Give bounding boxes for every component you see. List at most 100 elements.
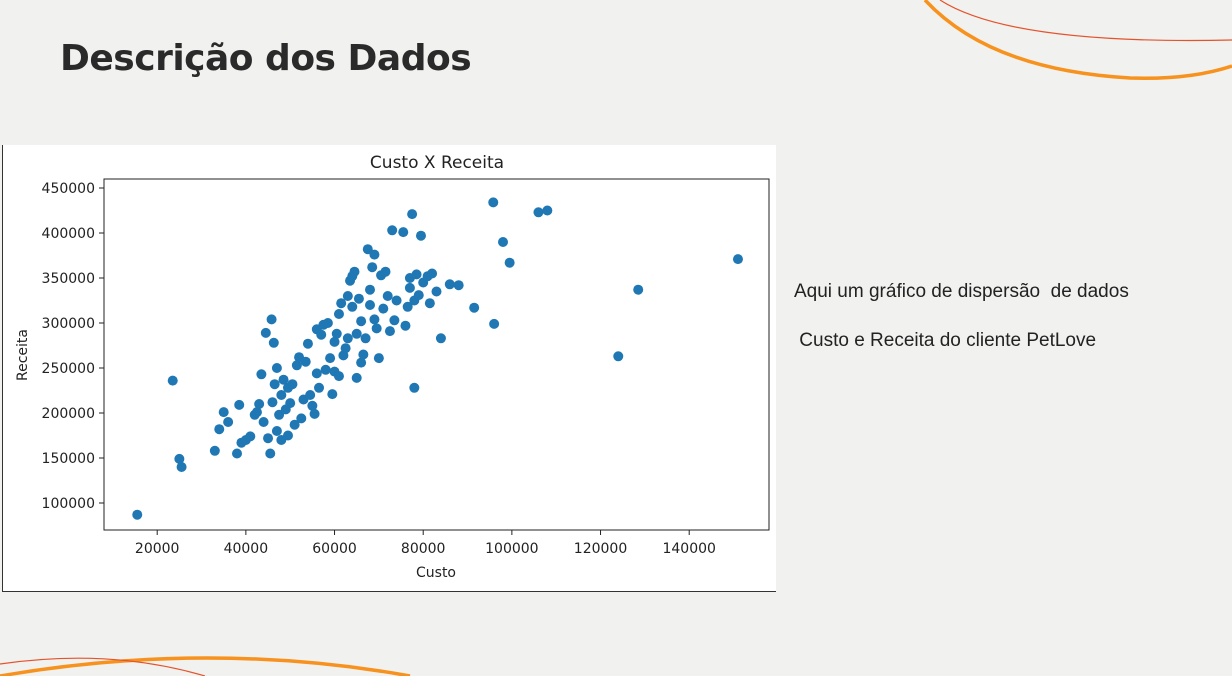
y-tick-label: 250000 [42,361,95,377]
scatter-point [254,399,265,409]
scatter-point [245,431,256,442]
scatter-point [214,424,225,435]
y-tick-label: 200000 [42,406,95,422]
scatter-point [504,257,515,268]
scatter-point [373,353,384,364]
chart-title: Custo X Receita [370,153,504,173]
y-axis-label: Receita [15,329,31,381]
scatter-point [435,333,446,344]
scatter-point [353,293,364,304]
bottom-left-red-swoosh [0,657,206,676]
scatter-point [365,300,375,310]
scatter-point [285,398,296,409]
scatter-point [542,205,553,216]
page-title: Descrição dos Dados [60,38,472,79]
scatter-point [369,249,380,260]
scatter-point [369,314,380,325]
scatter-point [413,290,424,301]
scatter-point [274,409,285,420]
scatter-point [409,382,420,393]
scatter-point [271,363,282,373]
y-axis-ticks: 100000 150000 200000 250000 300000 350000 4000… [42,181,104,512]
scatter-point [271,426,282,436]
scatter-point [314,382,325,393]
scatter-point [453,280,464,291]
scatter-point [402,301,413,312]
scatter-point [498,237,508,247]
scatter-point [351,328,362,339]
scatter-point [327,389,338,400]
scatter-point [276,390,287,400]
scatter-point [307,400,318,411]
x-axis-label: Custo [416,565,456,581]
scatter-point [132,509,143,520]
scatter-point [400,320,411,331]
scatter-point [382,291,393,301]
scatter-point [302,338,313,349]
scatter-point [613,351,624,362]
x-axis-ticks: 20000 40000 60000 80000 100000 120000 140000 [135,530,716,557]
scatter-point [340,343,351,354]
scatter-point [732,254,743,265]
scatter-point [278,374,289,385]
scatter-point [258,417,269,427]
scatter-point [325,353,336,364]
scatter-point [407,209,418,220]
top-right-orange-swoosh [923,0,1232,80]
scatter-point [387,225,398,236]
scatter-point [349,266,360,277]
scatter-point [488,197,499,208]
scatter-point [260,327,271,338]
x-tick-label: 120000 [574,541,627,557]
scatter-point [282,430,293,441]
x-tick-label: 60000 [312,541,357,557]
scatter-point [320,364,331,375]
scatter-point [331,328,342,339]
scatter-point [289,419,300,430]
scatter-point [362,244,373,255]
scatter-point [167,375,178,386]
scatter-point [296,413,307,424]
scatter-point [404,282,415,293]
scatter-point [342,291,353,301]
scatter-point [218,407,229,418]
scatter-point [469,302,480,313]
top-right-red-swoosh [939,0,1232,42]
scatter-point [309,408,320,419]
y-tick-label: 300000 [42,316,95,332]
scatter-point [427,268,438,279]
scatter-point [223,417,234,427]
x-tick-label: 140000 [662,541,715,557]
y-tick-label: 100000 [42,496,95,512]
scatter-point [269,379,280,390]
x-tick-label: 40000 [224,541,269,557]
scatter-point [305,390,316,400]
scatter-point [267,397,278,408]
y-tick-label: 450000 [42,181,95,197]
scatter-point [287,379,298,390]
description-line-1: Aqui um gráfico de dispersão de dados [794,281,1129,302]
y-tick-label: 400000 [42,226,95,242]
scatter-point [316,329,327,340]
scatter-point [533,207,544,218]
y-tick-label: 350000 [42,271,95,287]
scatter-point [232,448,242,459]
scatter-point [424,298,435,309]
scatter-point [380,266,391,277]
scatter-point [431,286,442,297]
scatter-point [391,295,402,306]
scatter-point [336,298,347,309]
scatter-point [389,315,400,326]
scatter-point [311,368,322,379]
scatter-point [266,314,277,325]
scatter-point [174,453,185,464]
scatter-point [176,462,187,472]
scatter-point [342,333,353,344]
scatter-point [356,357,367,368]
scatter-point [378,303,389,314]
scatter-point [358,349,369,360]
chart-container: Custo X Receita 20000 40000 60000 80000 1000… [2,145,776,592]
scatter-point [371,323,382,334]
plot-area-frame [103,178,770,531]
